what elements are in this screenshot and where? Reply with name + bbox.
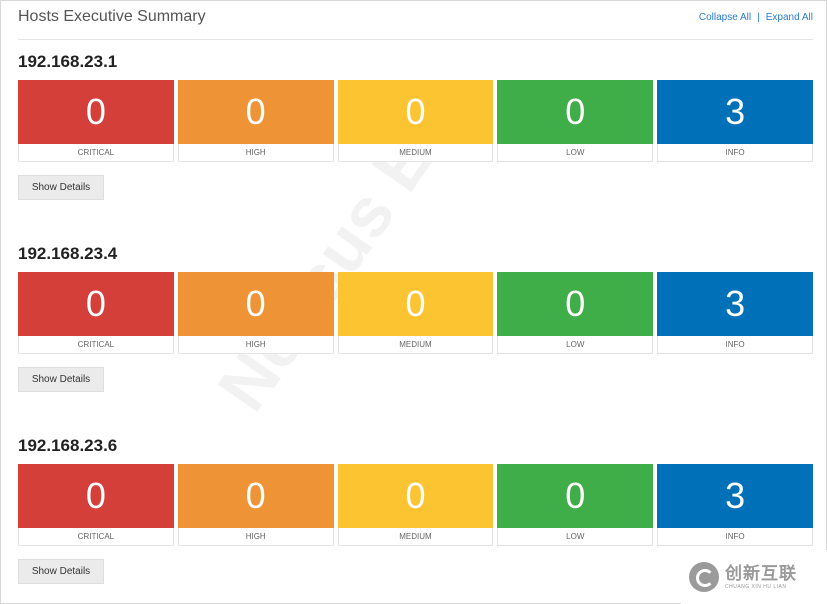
critical-label: CRITICAL [18, 144, 174, 162]
summary-header: Hosts Executive Summary Collapse All | Exp… [18, 1, 813, 40]
show-details-button[interactable]: Show Details [18, 175, 104, 200]
severity-tile-info[interactable]: 3 INFO [657, 272, 813, 354]
severity-tile-critical[interactable]: 0 CRITICAL [18, 272, 174, 354]
logo-text: 创新互联 CHUANG XIN HU LIAN [725, 564, 797, 590]
severity-tile-high[interactable]: 0 HIGH [177, 464, 334, 546]
severity-tile-info[interactable]: 3 INFO [657, 464, 813, 546]
logo-name: 创新互联 [725, 564, 797, 583]
severity-tile-critical[interactable]: 0 CRITICAL [18, 464, 174, 546]
low-count: 0 [497, 464, 654, 528]
critical-label: CRITICAL [18, 528, 174, 546]
low-label: LOW [497, 336, 654, 354]
severity-tile-low[interactable]: 0 LOW [497, 464, 654, 546]
low-label: LOW [497, 144, 654, 162]
critical-label: CRITICAL [18, 336, 174, 354]
severity-tile-critical[interactable]: 0 CRITICAL [18, 80, 174, 162]
logo-subtitle: CHUANG XIN HU LIAN [725, 584, 787, 590]
host-section: 192.168.23.4 0 CRITICAL 0 HIGH 0 MEDIUM … [18, 243, 813, 392]
medium-count: 0 [337, 80, 494, 144]
info-count: 3 [657, 272, 813, 336]
info-label: INFO [657, 336, 813, 354]
logo-icon [689, 562, 719, 592]
page-title: Hosts Executive Summary [18, 8, 206, 25]
info-count: 3 [657, 464, 813, 528]
severity-tiles: 0 CRITICAL 0 HIGH 0 MEDIUM 0 LOW 3 INFO [18, 464, 813, 546]
show-details-button[interactable]: Show Details [18, 559, 104, 584]
severity-tile-high[interactable]: 0 HIGH [177, 272, 334, 354]
severity-tile-low[interactable]: 0 LOW [497, 80, 654, 162]
critical-count: 0 [18, 272, 174, 336]
low-label: LOW [497, 528, 654, 546]
severity-tiles: 0 CRITICAL 0 HIGH 0 MEDIUM 0 LOW 3 INFO [18, 80, 813, 162]
medium-label: MEDIUM [337, 528, 494, 546]
severity-tiles: 0 CRITICAL 0 HIGH 0 MEDIUM 0 LOW 3 INFO [18, 272, 813, 354]
expand-all-link[interactable]: Expand All [765, 12, 813, 23]
info-label: INFO [657, 528, 813, 546]
high-count: 0 [177, 80, 334, 144]
low-count: 0 [497, 80, 654, 144]
critical-count: 0 [18, 80, 174, 144]
host-section: 192.168.23.6 0 CRITICAL 0 HIGH 0 MEDIUM … [18, 435, 813, 584]
high-count: 0 [177, 272, 334, 336]
high-label: HIGH [177, 528, 334, 546]
low-count: 0 [497, 272, 654, 336]
critical-count: 0 [18, 464, 174, 528]
medium-label: MEDIUM [337, 336, 494, 354]
collapse-all-link[interactable]: Collapse All [698, 12, 752, 23]
medium-count: 0 [337, 272, 494, 336]
high-label: HIGH [177, 336, 334, 354]
severity-tile-info[interactable]: 3 INFO [657, 80, 813, 162]
host-ip[interactable]: 192.168.23.4 [18, 244, 118, 263]
medium-label: MEDIUM [337, 144, 494, 162]
show-details-button[interactable]: Show Details [18, 367, 104, 392]
host-ip[interactable]: 192.168.23.6 [18, 436, 118, 455]
info-count: 3 [657, 80, 813, 144]
medium-count: 0 [337, 464, 494, 528]
header-links: Collapse All | Expand All [699, 12, 813, 23]
severity-tile-medium[interactable]: 0 MEDIUM [337, 80, 494, 162]
brand-logo: 创新互联 CHUANG XIN HU LIAN [681, 550, 827, 604]
host-section: 192.168.23.1 0 CRITICAL 0 HIGH 0 MEDIUM … [18, 51, 813, 200]
link-separator: | [757, 12, 760, 23]
info-label: INFO [657, 144, 813, 162]
severity-tile-low[interactable]: 0 LOW [497, 272, 654, 354]
severity-tile-high[interactable]: 0 HIGH [177, 80, 334, 162]
severity-tile-medium[interactable]: 0 MEDIUM [337, 464, 494, 546]
host-ip[interactable]: 192.168.23.1 [18, 52, 118, 71]
high-count: 0 [177, 464, 334, 528]
severity-tile-medium[interactable]: 0 MEDIUM [337, 272, 494, 354]
high-label: HIGH [177, 144, 334, 162]
